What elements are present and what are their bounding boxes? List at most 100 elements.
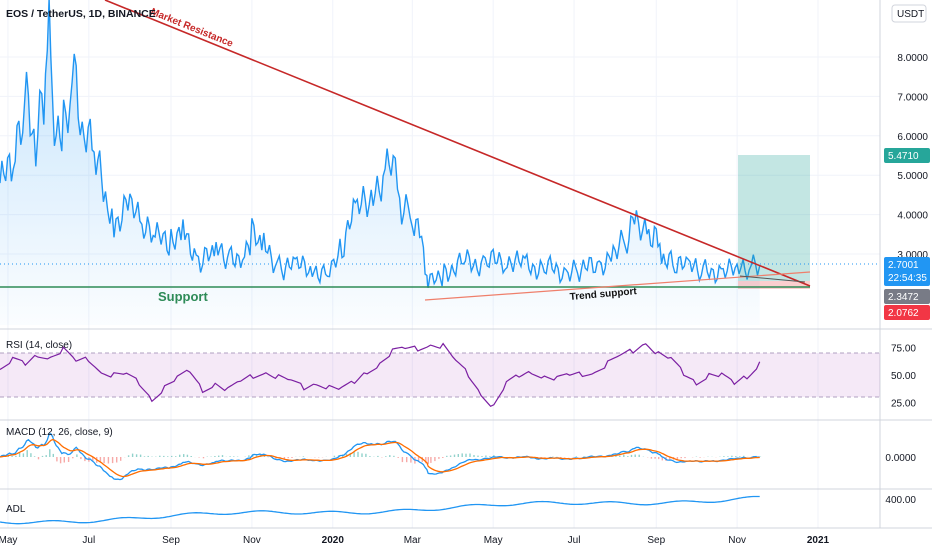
stop-price-value: 2.0762	[888, 308, 919, 319]
macd-histogram-bar	[214, 456, 216, 457]
macd-histogram-bar	[76, 454, 78, 457]
macd-histogram-bar	[434, 457, 436, 462]
macd-histogram-bar	[287, 457, 289, 459]
macd-histogram-bar	[72, 457, 74, 459]
macd-histogram-bar	[438, 457, 440, 459]
macd-histogram-bar	[739, 456, 741, 457]
trend-support-line-extension	[739, 275, 806, 283]
macd-histogram-bar	[357, 451, 359, 457]
x-tick-label: May	[0, 535, 17, 546]
macd-histogram-bar	[465, 453, 467, 457]
macd-histogram-bar	[147, 455, 149, 457]
macd-histogram-bar	[493, 455, 495, 457]
macd-histogram-bar	[92, 457, 94, 462]
macd-histogram-bar	[107, 457, 110, 464]
macd-histogram-bar	[11, 455, 13, 457]
macd-histogram-bar	[676, 457, 679, 460]
macd-histogram-bar	[560, 457, 562, 458]
macd-histogram-bar	[449, 455, 452, 457]
target-price-badge	[884, 148, 930, 163]
macd-histogram-bar	[52, 453, 54, 457]
y-tick-label: 3.0000	[897, 250, 928, 261]
macd-histogram-bar	[49, 449, 51, 457]
stop-box	[738, 281, 810, 289]
macd-histogram-bar	[111, 457, 114, 464]
y-tick-label: 5.0000	[897, 171, 928, 182]
price-series-line	[0, 0, 761, 288]
macd-histogram-bar	[727, 456, 729, 457]
macd-histogram-bar	[135, 454, 138, 457]
macd-histogram-bar	[63, 457, 65, 463]
x-tick-label: Nov	[728, 535, 746, 546]
macd-histogram-bar	[461, 453, 463, 457]
macd-histogram-bar	[291, 457, 293, 458]
macd-histogram-bar	[263, 455, 266, 457]
macd-histogram-bar	[638, 454, 640, 457]
macd-histogram-bar	[485, 455, 487, 457]
macd-histogram-bar	[699, 457, 701, 458]
macd-histogram-bar	[41, 455, 44, 457]
macd-histogram-bar	[619, 455, 621, 457]
macd-histogram-bar	[615, 455, 617, 457]
macd-histogram-bar	[735, 456, 737, 457]
macd-histogram-bar	[425, 457, 427, 464]
macd-histogram-bar	[634, 454, 636, 457]
rsi-line	[0, 342, 761, 408]
macd-histogram-bar	[198, 457, 200, 458]
y-tick-label: 4.0000	[897, 211, 928, 222]
macd-histogram-bar	[333, 455, 336, 457]
macd-histogram-bar	[430, 457, 432, 463]
x-tick-label: Mar	[404, 535, 422, 546]
target-box	[738, 155, 810, 281]
price-pane: Market Resistance Support Trend support	[0, 0, 880, 325]
macd-histogram-bar	[583, 456, 585, 457]
macd-histogram-bar	[623, 454, 625, 457]
macd-histogram-bar	[255, 454, 258, 457]
macd-histogram-bar	[427, 457, 429, 465]
macd-histogram-bar	[229, 456, 231, 457]
macd-histogram-bar	[630, 454, 633, 457]
rsi-pane: RSI (14, close)	[0, 340, 880, 408]
macd-histogram-bar	[171, 455, 173, 457]
macd-histogram-bar	[410, 457, 412, 463]
x-tick-label: 2021	[807, 535, 830, 546]
rsi-tick-label: 25.00	[891, 399, 916, 410]
macd-pane: MACD (12, 26, close, 9)	[0, 427, 762, 481]
macd-histogram-bar	[233, 456, 235, 457]
x-tick-label: May	[484, 535, 503, 546]
macd-histogram-bar	[627, 456, 629, 457]
currency-button[interactable]: USDT	[891, 4, 927, 23]
x-tick-label: Sep	[647, 535, 665, 546]
macd-histogram-bar	[743, 455, 745, 457]
macd-histogram-bar	[723, 456, 725, 457]
macd-histogram-bar	[540, 457, 542, 458]
macd-histogram-bar	[18, 452, 21, 457]
adl-tick-label: 400.00	[885, 495, 916, 506]
macd-histogram-bar	[15, 455, 17, 457]
x-tick-label: Sep	[162, 535, 180, 546]
macd-histogram-bar	[120, 457, 122, 461]
macd-histogram-bar	[186, 454, 189, 457]
macd-histogram-bar	[159, 455, 161, 457]
currency-button-label[interactable]: USDT	[897, 9, 924, 20]
macd-histogram-bar	[84, 457, 86, 462]
macd-histogram-bar	[349, 452, 351, 457]
macd-histogram-bar	[369, 456, 371, 457]
macd-histogram-bar	[401, 457, 404, 463]
macd-histogram-bar	[481, 456, 483, 457]
macd-histogram-bar	[393, 455, 395, 457]
macd-histogram-bar	[131, 453, 134, 457]
macd-histogram-bar	[143, 456, 146, 457]
macd-histogram-bar	[473, 455, 475, 457]
macd-histogram-bar	[469, 453, 471, 457]
adl-pane: ADL	[0, 495, 760, 525]
macd-histogram-bar	[680, 457, 682, 459]
macd-histogram-bar	[179, 454, 181, 457]
price-badges: 5.4710 2.7001 22:54:35 2.3472 2.0762	[884, 148, 930, 320]
macd-label: MACD (12, 26, close, 9)	[6, 427, 113, 438]
macd-histogram-bar	[417, 457, 420, 462]
macd-histogram-bar	[489, 456, 491, 457]
rsi-tick-label: 75.00	[891, 344, 916, 355]
chart-title: EOS / TetherUS, 1D, BINANCE	[6, 8, 156, 20]
x-tick-label: Nov	[243, 535, 261, 546]
